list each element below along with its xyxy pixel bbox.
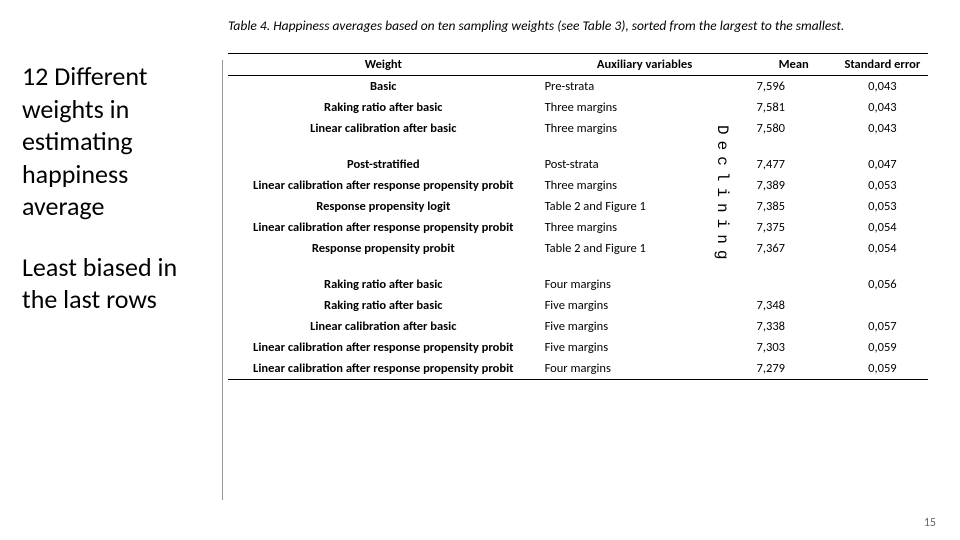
cell-se: 0,043 — [837, 118, 928, 139]
table-region: Table 4. Happiness averages based on ten… — [228, 18, 928, 380]
cell-weight: Linear calibration after response propen… — [228, 337, 539, 358]
cell-aux: Five margins — [539, 295, 751, 316]
cell-weight: Linear calibration after basic — [228, 118, 539, 139]
declining-label: Declining — [713, 125, 731, 265]
col-aux: Auxiliary variables — [539, 53, 751, 75]
vertical-divider — [222, 60, 223, 500]
cell-aux: Five margins — [539, 337, 751, 358]
cell-weight: Response propensity logit — [228, 196, 539, 217]
cell-mean: 7,303 — [751, 337, 837, 358]
table-row: Linear calibration after response propen… — [228, 337, 928, 358]
table-row: Basic Pre-strata 7,596 0,043 — [228, 75, 928, 97]
table-row: Linear calibration after basic Three mar… — [228, 118, 928, 139]
cell-aux: Pre-strata — [539, 75, 751, 97]
cell-mean: 7,580 — [751, 118, 837, 139]
note-1: 12 Different weights in estimating happi… — [22, 60, 207, 223]
cell-se: 0,053 — [837, 175, 928, 196]
cell-se: 0,056 — [837, 274, 928, 295]
cell-se: 0,047 — [837, 154, 928, 175]
cell-mean: 7,477 — [751, 154, 837, 175]
cell-mean: 7,279 — [751, 358, 837, 380]
cell-mean: 7,389 — [751, 175, 837, 196]
table-caption: Table 4. Happiness averages based on ten… — [228, 18, 928, 35]
left-notes: 12 Different weights in estimating happi… — [22, 60, 207, 344]
cell-se: 0,053 — [837, 196, 928, 217]
cell-se: 0,043 — [837, 75, 928, 97]
cell-mean — [751, 274, 837, 295]
cell-weight: Raking ratio after basic — [228, 295, 539, 316]
cell-mean: 7,338 — [751, 316, 837, 337]
happiness-table: Weight Auxiliary variables Mean Standard… — [228, 53, 928, 380]
cell-aux: Five margins — [539, 316, 751, 337]
cell-se: 0,059 — [837, 358, 928, 380]
cell-weight: Linear calibration after response propen… — [228, 175, 539, 196]
table-row: Post-stratified Post-strata 7,477 0,047 — [228, 154, 928, 175]
cell-mean: 7,348 — [751, 295, 837, 316]
cell-se: 0,059 — [837, 337, 928, 358]
cell-weight: Basic — [228, 75, 539, 97]
cell-weight: Raking ratio after basic — [228, 274, 539, 295]
cell-weight: Response propensity probit — [228, 238, 539, 259]
cell-aux: Four margins — [539, 274, 751, 295]
table-row: Linear calibration after basic Five marg… — [228, 316, 928, 337]
table-row: Response propensity probit Table 2 and F… — [228, 238, 928, 259]
col-mean: Mean — [751, 53, 837, 75]
cell-mean: 7,375 — [751, 217, 837, 238]
cell-se — [837, 295, 928, 316]
cell-aux: Four margins — [539, 358, 751, 380]
table-row: Response propensity logit Table 2 and Fi… — [228, 196, 928, 217]
table-row: Linear calibration after response propen… — [228, 358, 928, 380]
note-2: Least biased in the last rows — [22, 251, 207, 316]
table-row: Raking ratio after basic Four margins 0,… — [228, 274, 928, 295]
table-row: Raking ratio after basic Three margins 7… — [228, 97, 928, 118]
col-weight: Weight — [228, 53, 539, 75]
cell-weight: Linear calibration after response propen… — [228, 358, 539, 380]
cell-se: 0,054 — [837, 217, 928, 238]
cell-mean: 7,367 — [751, 238, 837, 259]
cell-mean: 7,385 — [751, 196, 837, 217]
cell-mean: 7,581 — [751, 97, 837, 118]
header-row: Weight Auxiliary variables Mean Standard… — [228, 53, 928, 75]
cell-weight: Linear calibration after basic — [228, 316, 539, 337]
cell-weight: Post-stratified — [228, 154, 539, 175]
cell-se: 0,054 — [837, 238, 928, 259]
cell-se: 0,043 — [837, 97, 928, 118]
cell-se: 0,057 — [837, 316, 928, 337]
page-number: 15 — [924, 516, 936, 530]
cell-weight: Raking ratio after basic — [228, 97, 539, 118]
table-row: Raking ratio after basic Five margins 7,… — [228, 295, 928, 316]
cell-aux: Three margins — [539, 97, 751, 118]
cell-mean: 7,596 — [751, 75, 837, 97]
cell-weight: Linear calibration after response propen… — [228, 217, 539, 238]
table-row: Linear calibration after response propen… — [228, 217, 928, 238]
table-row: Linear calibration after response propen… — [228, 175, 928, 196]
col-se: Standard error — [837, 53, 928, 75]
